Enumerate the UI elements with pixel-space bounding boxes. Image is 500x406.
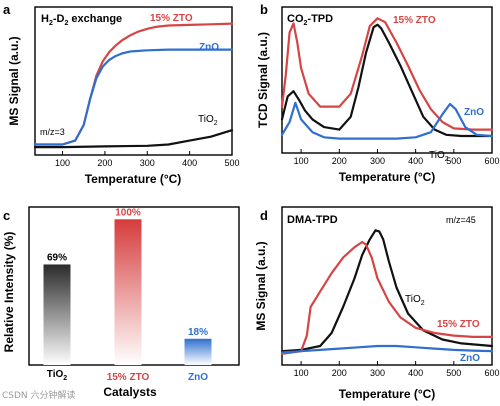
panel-d-annotation: m/z=45 [446,215,476,225]
bar-zno [185,339,212,365]
series-line-tio2 [282,230,492,351]
panel-d-legend-zno: ZnO [460,353,480,364]
xtick-label: 300 [140,158,155,168]
panel-d: d DMA-TPD m/z=45 MS Signal (a.u.) Temper… [254,207,500,401]
xtick-label: 400 [408,368,423,378]
panel-a-legend-zto: 15% ZTO [150,13,193,24]
panel-c-category-zto: 15% ZTO [107,372,150,383]
panel-d-legend-tio2: TiO2 [405,294,425,307]
bar-tio2 [44,264,71,365]
panel-c-ylabel: Relative Intensity (%) [2,232,16,353]
panel-d-title: DMA-TPD [287,214,338,226]
xtick-label: 400 [182,158,197,168]
panel-d-ylabel: MS Signal (a.u.) [254,241,268,330]
panel-d-plot [282,230,492,353]
panel-d-frame [282,207,492,365]
panel-a-title: H2-D2 exchange [41,13,122,27]
panel-b-plot [282,18,492,138]
panel-c: c Relative Intensity (%) Catalysts 69% 10… [2,207,239,399]
xtick-label: 500 [446,156,461,166]
panel-b-xlabel: Temperature (°C) [339,170,436,184]
panel-d-legend-zto: 15% ZTO [437,319,480,330]
panel-b-letter: b [260,2,268,17]
series-line-zto [282,18,492,129]
panel-a-legend-tio2: TiO2 [198,114,218,127]
panel-b-legend-zno: ZnO [464,107,484,118]
panel-a-xticks: 100 200 300 400 500 [55,151,239,168]
bar-zto [115,219,142,365]
panel-a-ylabel: MS Signal (a.u.) [7,36,21,125]
xtick-label: 400 [408,156,423,166]
panel-b: b CO2-TPD TCD Signal (a.u.) Temperature … [256,2,500,184]
panel-a-annotation: m/z=3 [40,127,65,137]
xtick-label: 100 [55,158,70,168]
xtick-label: 200 [332,156,347,166]
watermark: CSDN 六分钟解读 [2,388,76,401]
xtick-label: 100 [294,368,309,378]
panel-b-legend-zto: 15% ZTO [393,15,436,26]
xtick-label: 200 [97,158,112,168]
panel-b-frame [282,7,492,153]
bar-value-label-zto: 100% [115,207,141,218]
panel-c-plot: 69% 100% 18% [44,207,212,365]
xtick-label: 500 [224,158,239,168]
panel-b-ylabel: TCD Signal (a.u.) [256,32,270,128]
bar-value-label-zno: 18% [188,327,208,338]
panel-a-letter: a [3,2,11,17]
panel-c-category-tio2: TiO2 [47,369,67,382]
xtick-label: 200 [332,368,347,378]
series-line-zto [282,242,492,354]
xtick-label: 600 [484,156,499,166]
bar-value-label-tio2: 69% [47,252,67,263]
panel-c-xlabel: Catalysts [103,385,157,399]
panel-b-xticks: 100 200 300 400 500 600 [294,149,500,166]
panel-d-letter: d [260,208,268,223]
xtick-label: 600 [484,368,499,378]
panel-c-category-zno: ZnO [188,372,208,383]
panel-a: a H2-D2 exchange MS Signal (a.u.) Temper… [3,2,240,186]
xtick-label: 300 [370,368,385,378]
panel-a-legend-zno: ZnO [199,42,219,53]
xtick-label: 100 [294,156,309,166]
xtick-label: 500 [446,368,461,378]
panel-c-letter: c [3,208,10,223]
panel-a-xlabel: Temperature (°C) [85,172,182,186]
xtick-label: 300 [370,156,385,166]
panel-d-xlabel: Temperature (°C) [339,387,436,401]
